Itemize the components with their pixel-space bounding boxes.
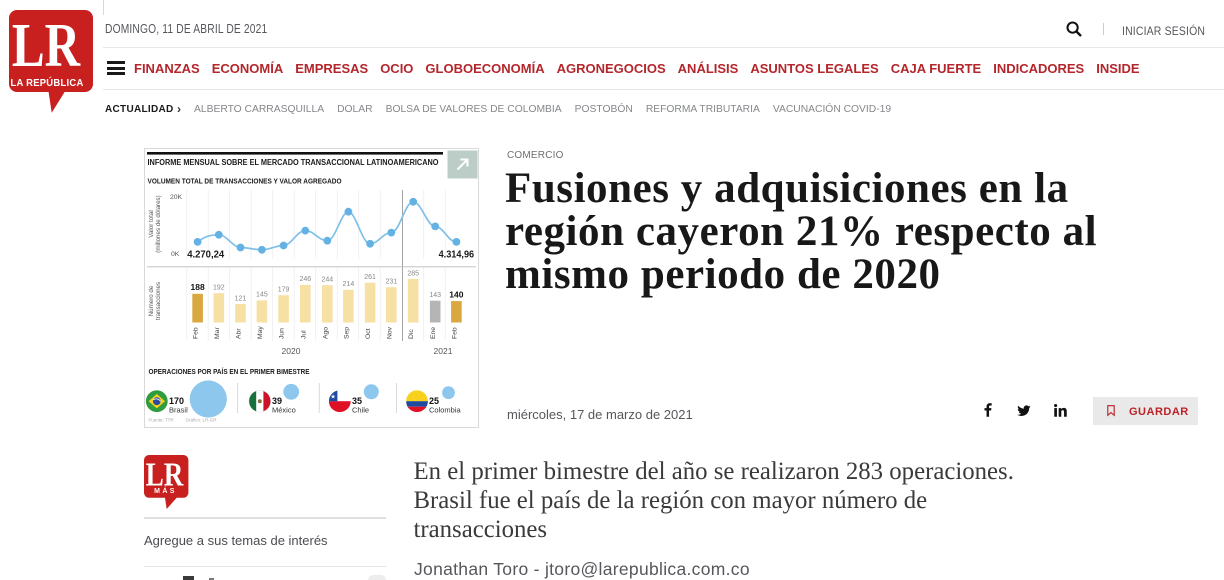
svg-text:(millones de dólares): (millones de dólares) (155, 195, 162, 252)
svg-text:México: México (272, 406, 296, 415)
svg-text:OPERACIONES POR PAÍS EN EL PRI: OPERACIONES POR PAÍS EN EL PRIMER BIMEST… (149, 367, 310, 376)
svg-text:LR: LR (12, 11, 81, 80)
svg-text:Valor total: Valor total (148, 210, 155, 237)
svg-text:May: May (257, 326, 264, 339)
svg-text:Oct: Oct (365, 328, 372, 339)
svg-text:140: 140 (449, 289, 463, 299)
svg-text:145: 145 (256, 292, 268, 299)
svg-text:Sep: Sep (343, 327, 350, 339)
svg-text:Ene: Ene (430, 327, 437, 339)
svg-text:0K: 0K (171, 251, 180, 258)
svg-text:2021: 2021 (434, 346, 453, 356)
svg-text:LA REPÚBLICA: LA REPÚBLICA (10, 77, 83, 90)
svg-text:Número de: Número de (148, 285, 155, 316)
svg-text:Jun: Jun (279, 328, 286, 339)
svg-text:Chile: Chile (352, 406, 369, 415)
svg-text:transacciones: transacciones (155, 282, 162, 320)
svg-text:170: 170 (169, 396, 184, 406)
svg-text:Nov: Nov (386, 326, 393, 339)
svg-text:25: 25 (429, 396, 439, 406)
svg-text:261: 261 (364, 274, 376, 281)
svg-text:4.270,24: 4.270,24 (187, 249, 224, 261)
svg-text:Abr: Abr (236, 328, 243, 339)
svg-text:4.314,96: 4.314,96 (439, 249, 475, 261)
svg-text:2020: 2020 (282, 346, 301, 356)
svg-text:35: 35 (352, 396, 362, 406)
svg-text:285: 285 (407, 270, 419, 277)
svg-text:Feb: Feb (193, 327, 200, 339)
svg-text:214: 214 (343, 281, 355, 288)
svg-text:MÁS: MÁS (154, 486, 177, 495)
svg-text:20K: 20K (170, 194, 183, 201)
svg-text:Fuente: TTR: Fuente: TTR (149, 418, 175, 423)
svg-text:Ago: Ago (322, 327, 329, 339)
svg-text:39: 39 (272, 396, 282, 406)
svg-text:LR: LR (146, 456, 184, 494)
svg-text:Jul: Jul (300, 330, 307, 339)
svg-text:Dic: Dic (408, 329, 415, 339)
svg-text:VOLUMEN TOTAL DE TRANSACCIONES: VOLUMEN TOTAL DE TRANSACCIONES Y VALOR A… (148, 177, 342, 186)
svg-text:246: 246 (299, 276, 311, 283)
svg-text:143: 143 (429, 292, 441, 299)
svg-text:188: 188 (191, 282, 205, 292)
svg-text:192: 192 (213, 285, 225, 292)
svg-text:Brasil: Brasil (169, 406, 188, 415)
svg-text:Colombia: Colombia (429, 406, 462, 415)
svg-text:★: ★ (330, 394, 335, 401)
svg-text:244: 244 (321, 277, 333, 284)
svg-text:231: 231 (385, 279, 397, 286)
svg-text:Feb: Feb (451, 327, 458, 339)
svg-text:INFORME MENSUAL SOBRE EL MERCA: INFORME MENSUAL SOBRE EL MERCADO TRANSAC… (148, 158, 439, 167)
svg-text:Mar: Mar (214, 327, 221, 339)
svg-text:179: 179 (278, 287, 290, 294)
svg-text:121: 121 (235, 295, 247, 302)
svg-text:Gráfico: LR-GR: Gráfico: LR-GR (186, 418, 218, 423)
